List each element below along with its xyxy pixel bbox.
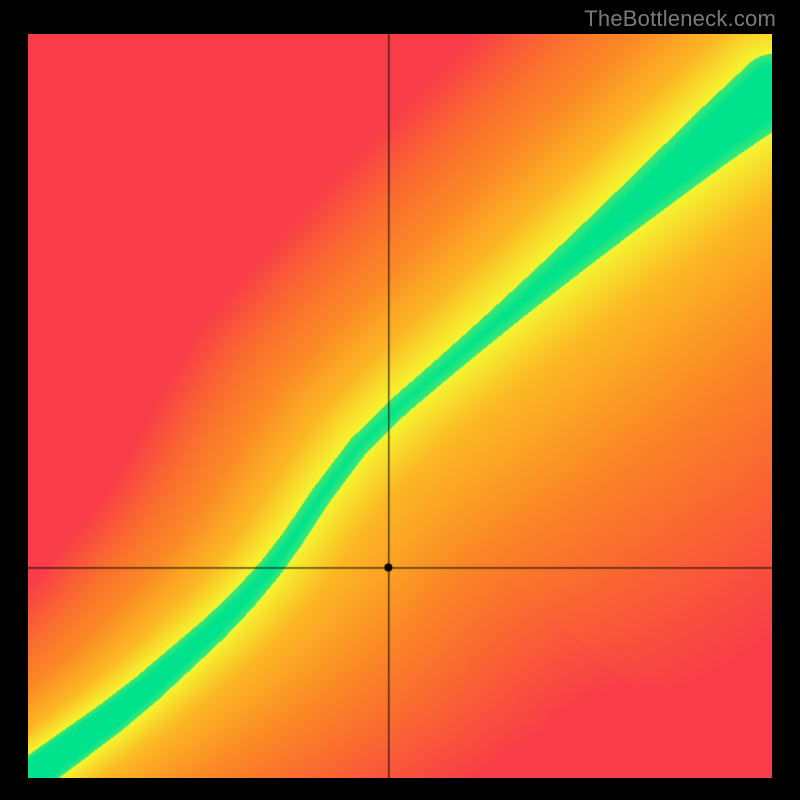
watermark-text: TheBottleneck.com: [584, 6, 776, 32]
heatmap-canvas: [28, 34, 772, 778]
heatmap-plot: [28, 34, 772, 778]
chart-container: TheBottleneck.com: [0, 0, 800, 800]
